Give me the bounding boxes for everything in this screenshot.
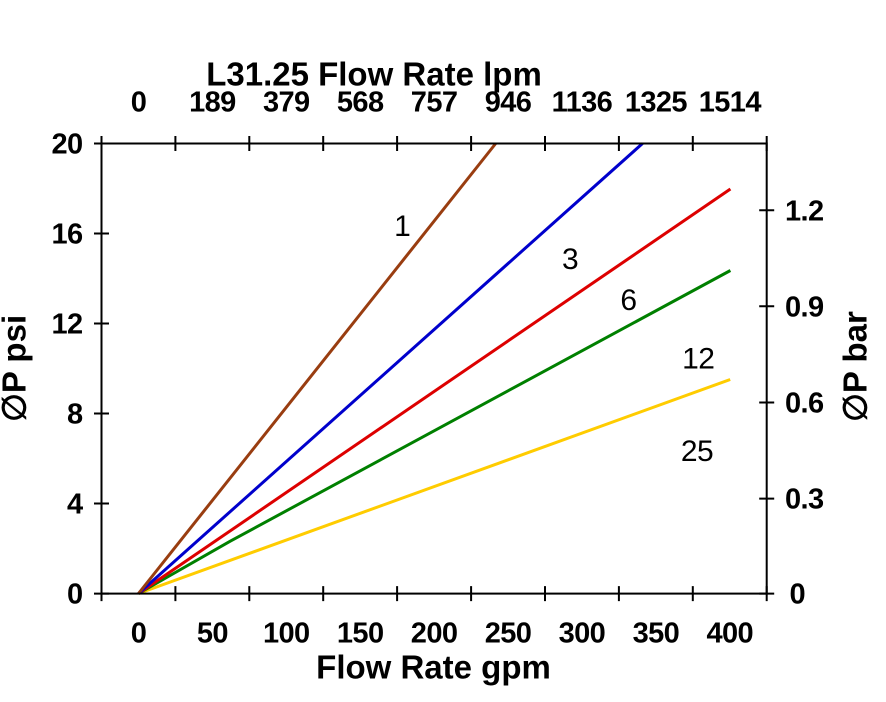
svg-text:568: 568 bbox=[337, 87, 384, 119]
svg-text:350: 350 bbox=[633, 617, 680, 649]
svg-text:3: 3 bbox=[562, 243, 578, 276]
svg-text:1136: 1136 bbox=[552, 87, 613, 119]
svg-text:946: 946 bbox=[485, 87, 532, 119]
svg-text:16: 16 bbox=[51, 219, 83, 251]
svg-text:25: 25 bbox=[681, 435, 713, 468]
svg-text:379: 379 bbox=[263, 87, 310, 119]
svg-text:0: 0 bbox=[67, 579, 83, 611]
svg-text:300: 300 bbox=[559, 617, 606, 649]
svg-text:∅P psi: ∅P psi bbox=[0, 315, 33, 422]
svg-text:0: 0 bbox=[131, 617, 147, 649]
svg-text:150: 150 bbox=[337, 617, 384, 649]
svg-text:1514: 1514 bbox=[699, 87, 762, 119]
svg-text:12: 12 bbox=[51, 309, 82, 341]
svg-text:400: 400 bbox=[707, 617, 754, 649]
svg-text:0: 0 bbox=[131, 87, 147, 119]
svg-text:1: 1 bbox=[394, 210, 410, 243]
svg-text:6: 6 bbox=[620, 284, 636, 317]
svg-text:50: 50 bbox=[197, 617, 228, 649]
svg-text:189: 189 bbox=[189, 87, 236, 119]
svg-text:757: 757 bbox=[411, 87, 458, 119]
svg-text:8: 8 bbox=[67, 399, 83, 431]
svg-text:1.2: 1.2 bbox=[785, 195, 824, 227]
svg-text:0: 0 bbox=[790, 579, 806, 611]
svg-text:20: 20 bbox=[51, 129, 82, 161]
svg-text:0.9: 0.9 bbox=[785, 291, 824, 323]
svg-text:0.3: 0.3 bbox=[785, 484, 824, 516]
svg-text:12: 12 bbox=[682, 343, 714, 376]
svg-text:250: 250 bbox=[485, 617, 532, 649]
svg-text:0.6: 0.6 bbox=[785, 388, 824, 420]
svg-text:4: 4 bbox=[67, 489, 83, 521]
svg-text:100: 100 bbox=[263, 617, 310, 649]
svg-text:1325: 1325 bbox=[625, 87, 688, 119]
svg-text:L31.25 Flow Rate lpm: L31.25 Flow Rate lpm bbox=[206, 56, 542, 93]
svg-text:200: 200 bbox=[411, 617, 458, 649]
svg-text:Flow Rate gpm: Flow Rate gpm bbox=[316, 648, 551, 685]
svg-text:∅P bar: ∅P bar bbox=[837, 311, 874, 422]
